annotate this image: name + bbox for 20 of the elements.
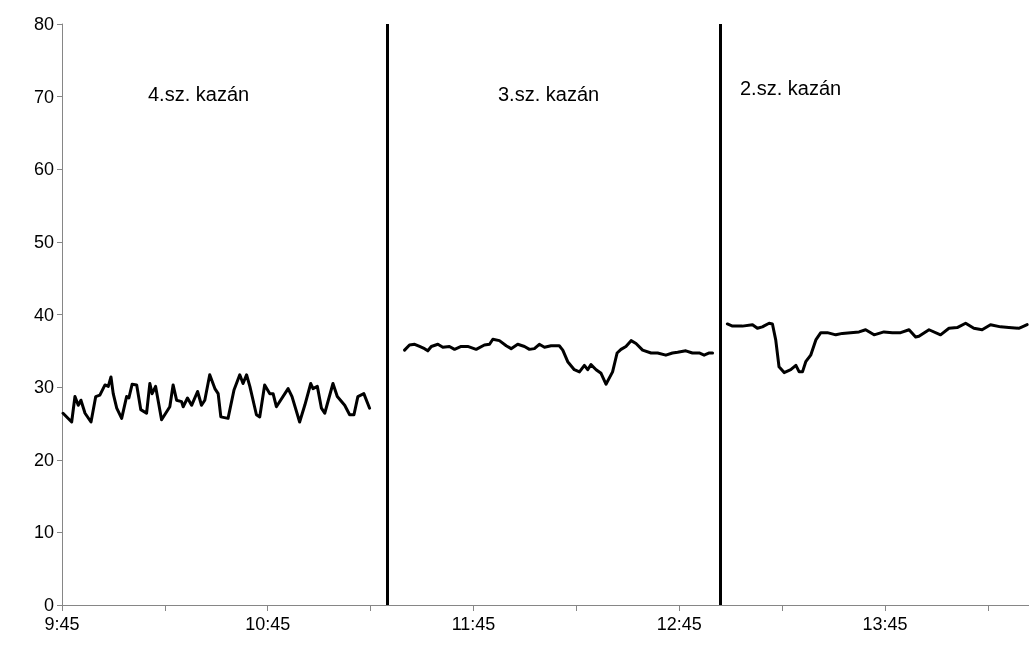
y-tick-label: 40 bbox=[33, 304, 54, 325]
y-tick-label: 80 bbox=[33, 14, 54, 34]
annotation: 2.sz. kazán bbox=[740, 77, 842, 99]
line-series bbox=[725, 321, 1029, 375]
y-tick-label: 0 bbox=[43, 595, 54, 615]
x-tick-label: 10:45 bbox=[245, 614, 291, 634]
y-tick-label: 70 bbox=[33, 86, 54, 107]
line-series bbox=[61, 373, 372, 424]
y-tick-label: 50 bbox=[33, 231, 54, 252]
x-tick-label: 12:45 bbox=[656, 614, 702, 634]
y-tick-label: 20 bbox=[33, 449, 54, 470]
x-tick-label: 13:45 bbox=[862, 614, 908, 634]
y-tick-label: 10 bbox=[33, 522, 54, 543]
line-series bbox=[403, 337, 715, 386]
y-tick-label: 60 bbox=[33, 159, 54, 180]
x-tick-label: 9:45 bbox=[44, 614, 80, 634]
x-tick-label: 11:45 bbox=[451, 614, 496, 634]
annotation: 4.sz. kazán bbox=[148, 83, 250, 105]
annotation: 3.sz. kazán bbox=[498, 83, 600, 105]
y-tick-label: 30 bbox=[33, 377, 54, 398]
